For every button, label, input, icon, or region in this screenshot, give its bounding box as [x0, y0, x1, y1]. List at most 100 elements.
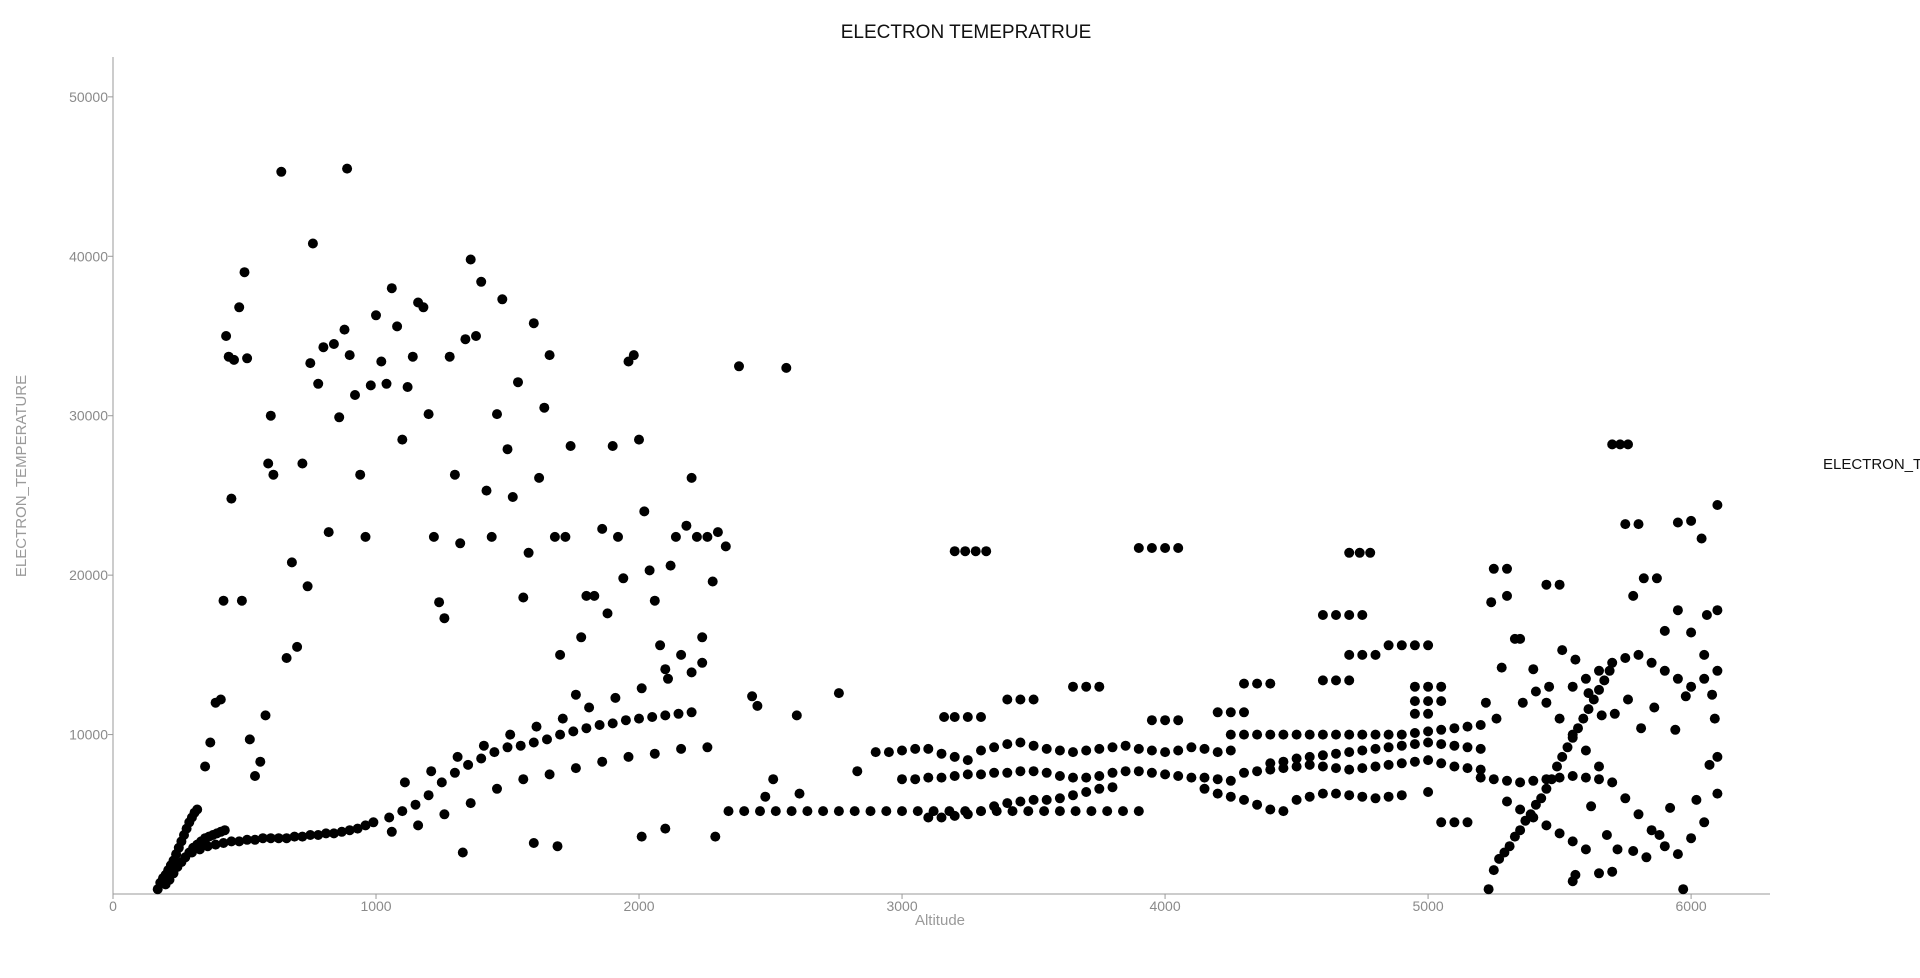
data-point [321, 828, 331, 839]
data-point [219, 825, 230, 836]
data-point [1651, 573, 1662, 584]
data-point [1409, 728, 1420, 738]
data-point [1133, 743, 1144, 754]
data-point [1502, 590, 1512, 601]
data-point [492, 409, 502, 420]
data-point [1265, 729, 1276, 740]
data-point [463, 759, 474, 770]
data-point [923, 743, 934, 754]
data-point [205, 737, 216, 748]
data-point [1496, 662, 1507, 673]
data-point [1054, 771, 1065, 781]
data-point [1578, 713, 1589, 724]
data-point [912, 806, 923, 817]
data-point [794, 788, 805, 799]
data-point [1615, 439, 1626, 450]
data-point [229, 354, 239, 365]
data-point [849, 806, 860, 817]
data-point [1357, 745, 1368, 756]
data-point [423, 790, 434, 801]
data-point [457, 847, 468, 858]
data-point [1039, 806, 1050, 817]
data-point [1649, 702, 1660, 713]
data-point [439, 613, 450, 624]
data-point [555, 649, 566, 660]
data-point [1601, 830, 1612, 840]
data-point [1070, 806, 1081, 817]
data-point [1567, 729, 1578, 740]
data-point [413, 820, 424, 831]
x-tick-label: 5000 [1413, 898, 1444, 914]
data-point [305, 358, 316, 369]
data-point [1528, 664, 1539, 675]
data-point [655, 640, 666, 651]
data-point [402, 382, 413, 392]
data-point [297, 831, 308, 842]
data-point [1502, 563, 1512, 574]
data-point [1173, 771, 1184, 781]
data-point [1146, 543, 1157, 553]
data-point [1488, 563, 1499, 574]
data-point [1449, 817, 1460, 828]
data-point [1686, 833, 1697, 844]
data-point [1712, 665, 1723, 676]
x-tick-label: 0 [109, 898, 117, 914]
x-tick-label: 6000 [1676, 898, 1707, 914]
data-point [268, 469, 279, 480]
data-point [328, 828, 339, 839]
data-point [1317, 750, 1328, 761]
data-point [1712, 788, 1723, 799]
data-point [1370, 761, 1381, 772]
data-point [649, 595, 660, 606]
data-point [1436, 739, 1447, 750]
data-point [712, 527, 723, 538]
data-point [1633, 519, 1644, 530]
data-point [544, 769, 555, 780]
data-point [1423, 681, 1434, 692]
data-point [1670, 724, 1681, 735]
data-point [544, 350, 555, 361]
data-point [1704, 759, 1715, 770]
data-point [471, 331, 481, 341]
data-point [1620, 519, 1631, 530]
data-point [234, 302, 245, 313]
data-point [218, 595, 229, 606]
data-point [1712, 751, 1723, 762]
data-point [1686, 627, 1697, 638]
data-point [318, 342, 329, 353]
data-point [1146, 767, 1157, 778]
data-point [555, 729, 566, 740]
data-point [1554, 828, 1565, 839]
data-point [989, 767, 1000, 778]
data-point [949, 712, 960, 722]
data-point [344, 825, 355, 836]
data-point [755, 806, 765, 817]
data-point [376, 356, 387, 367]
data-point [1557, 645, 1568, 656]
data-point [1331, 675, 1341, 686]
data-point [1054, 745, 1065, 756]
data-point [557, 713, 568, 724]
data-point [781, 362, 792, 373]
data-point [1094, 771, 1105, 781]
data-point [449, 469, 460, 480]
data-point [334, 412, 345, 423]
data-point [597, 756, 608, 767]
data-point [1344, 747, 1355, 758]
data-point [639, 506, 650, 517]
data-point [686, 667, 697, 678]
data-point [1607, 866, 1618, 877]
y-axis-label: ELECTRON_TEMPERATURE [13, 375, 30, 577]
data-point [1118, 806, 1128, 817]
data-point [949, 751, 960, 762]
data-point [949, 810, 960, 821]
data-point [1423, 696, 1434, 707]
data-point [1409, 640, 1420, 651]
data-point [215, 694, 226, 705]
data-point [1331, 763, 1341, 774]
data-point [1562, 742, 1573, 753]
data-point [1252, 729, 1263, 740]
data-point [760, 791, 771, 802]
data-point [1344, 729, 1355, 740]
